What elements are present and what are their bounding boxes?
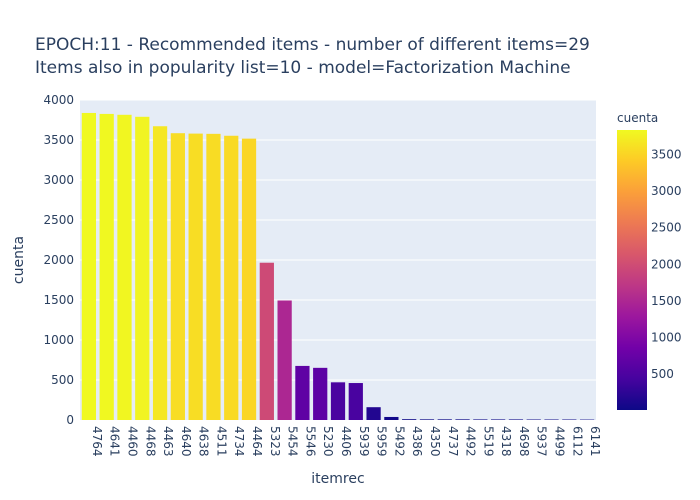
x-tick-label: 4734 (232, 426, 246, 457)
y-tick-label: 3000 (43, 173, 74, 187)
bar (135, 116, 150, 421)
x-tick-label: 4640 (179, 426, 193, 457)
y-tick-label: 4000 (43, 93, 74, 107)
x-tick-label: 4468 (143, 426, 157, 457)
colorbar-tick-label: 2500 (651, 221, 682, 235)
y-tick-labels: 0 500 1000 1500 2000 2500 3000 3500 4000 (43, 93, 74, 427)
x-tick-label: 5939 (357, 426, 371, 457)
colorbar-tick-label: 3000 (651, 184, 682, 198)
bar (259, 262, 274, 420)
y-axis-title: cuenta (11, 236, 27, 284)
y-tick-label: 2000 (43, 253, 74, 267)
x-tick-label: 4492 (464, 426, 478, 457)
bar (437, 419, 452, 420)
bar (117, 114, 132, 421)
x-tick-label: 4698 (517, 426, 531, 457)
bar (241, 138, 257, 420)
x-tick-label: 6141 (588, 426, 602, 457)
bar (455, 419, 470, 420)
x-tick-label: 4386 (410, 426, 424, 457)
x-tick-label: 4638 (197, 426, 211, 457)
x-tick-label: 5492 (392, 426, 406, 457)
bar (170, 133, 185, 420)
bar (366, 407, 381, 420)
x-tick-label: 5323 (268, 426, 282, 457)
colorbar-tick-label: 1000 (651, 330, 682, 344)
y-tick-label: 500 (51, 373, 74, 387)
bar (491, 419, 506, 420)
y-tick-label: 2500 (43, 213, 74, 227)
x-tick-label: 5959 (375, 426, 389, 457)
bar (313, 367, 328, 420)
x-tick-label: 4764 (90, 426, 104, 457)
x-tick-label: 4318 (499, 426, 513, 457)
x-tick-label: 4641 (108, 426, 122, 457)
colorbar-tick-label: 3500 (651, 148, 682, 162)
bar (206, 133, 221, 420)
bar (188, 133, 203, 420)
x-tick-label: 4463 (161, 426, 175, 457)
bar (473, 419, 488, 420)
bar (277, 300, 292, 420)
x-tick-label: 5937 (535, 426, 549, 457)
chart-title-line-2: Items also in popularity list=10 - model… (35, 58, 571, 78)
chart-title-line-1: EPOCH:11 - Recommended items - number of… (35, 35, 590, 55)
x-tick-label: 4511 (214, 426, 228, 457)
bar (152, 126, 168, 421)
y-tick-label: 3500 (43, 133, 74, 147)
x-tick-label: 4460 (125, 426, 139, 457)
colorbar-tick-labels: 500 1000 1500 2000 2500 3000 3500 (651, 148, 682, 381)
y-tick-label: 1000 (43, 333, 74, 347)
colorbar-tick-label: 500 (651, 367, 674, 381)
bar (419, 419, 435, 420)
bar (295, 365, 310, 420)
x-tick-label: 6112 (570, 426, 584, 457)
x-tick-label: 4464 (250, 426, 264, 457)
x-axis-title: itemrec (311, 471, 364, 487)
x-tick-label: 5230 (321, 426, 335, 457)
x-tick-label: 5454 (286, 426, 300, 457)
x-tick-label: 4406 (339, 426, 353, 457)
x-tick-labels: 4764 4641 4460 4468 4463 4640 4638 4511 4734 4464… (90, 426, 602, 457)
bar (81, 112, 97, 421)
bars (81, 112, 595, 421)
bar (330, 382, 346, 420)
bar (224, 135, 239, 420)
y-tick-label: 0 (66, 413, 74, 427)
bar (508, 419, 524, 420)
bar (348, 383, 363, 420)
x-tick-label: 4737 (446, 426, 460, 457)
bar (99, 113, 114, 421)
colorbar-tick-label: 1500 (651, 294, 682, 308)
bar (384, 416, 399, 420)
colorbar-title: cuenta (617, 111, 658, 125)
bar (402, 419, 417, 420)
x-tick-label: 4499 (553, 426, 567, 457)
x-tick-label: 5546 (303, 426, 317, 457)
colorbar (617, 130, 647, 410)
x-tick-label: 5519 (481, 426, 495, 457)
colorbar-tick-label: 2000 (651, 257, 682, 271)
y-tick-label: 1500 (43, 293, 74, 307)
x-tick-label: 4350 (428, 426, 442, 457)
